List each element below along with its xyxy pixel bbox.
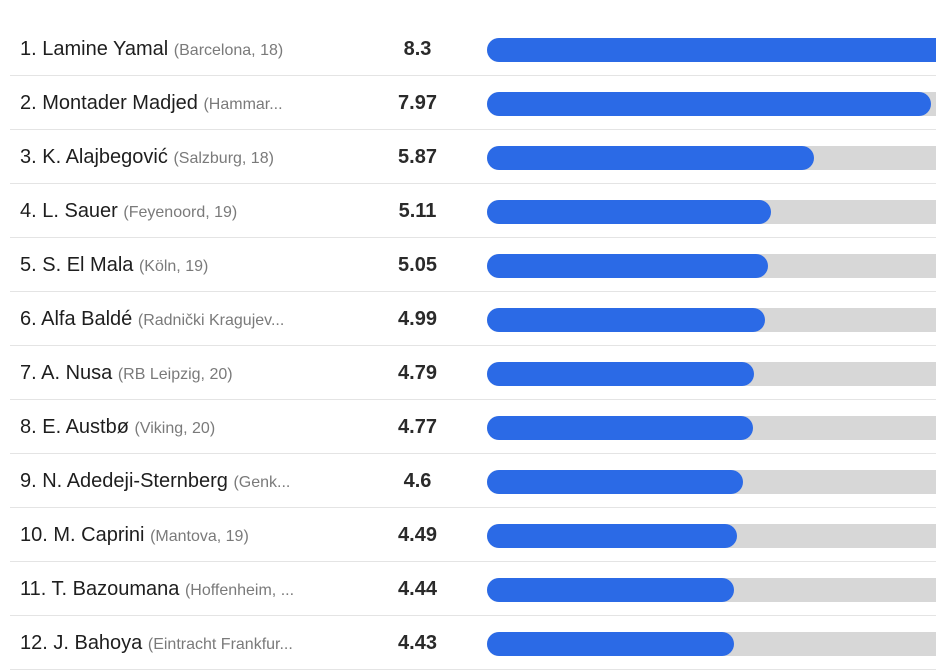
player-club-age: (Barcelona, 18) bbox=[173, 42, 284, 59]
player-club-age: (Köln, 19) bbox=[138, 258, 209, 275]
value-bar-track bbox=[487, 308, 936, 332]
player-value: 5.05 bbox=[398, 254, 437, 276]
player-value: 4.79 bbox=[398, 362, 437, 384]
player-name-cell: 5. S. El Mala (Köln, 19) bbox=[20, 238, 355, 292]
value-bar bbox=[487, 38, 936, 62]
player-club-age: (RB Leipzig, 20) bbox=[117, 366, 233, 383]
player-name: 2. Montader Madjed bbox=[20, 92, 198, 114]
value-bar-track bbox=[487, 254, 936, 278]
ranking-row[interactable]: 12. J. Bahoya (Eintracht Frankfur... 4.4… bbox=[10, 616, 936, 670]
player-name-cell: 2. Montader Madjed (Hammar... bbox=[20, 76, 355, 130]
value-bar bbox=[487, 470, 743, 494]
player-value: 7.97 bbox=[398, 92, 437, 114]
player-name-cell: 9. N. Adedeji-Sternberg (Genk... bbox=[20, 454, 355, 508]
player-value: 4.6 bbox=[403, 470, 432, 492]
value-bar bbox=[487, 92, 931, 116]
value-bar-track bbox=[487, 146, 936, 170]
player-club-age: (Mantova, 19) bbox=[150, 528, 249, 545]
value-bar bbox=[487, 146, 814, 170]
value-bar bbox=[487, 200, 771, 224]
player-value: 4.44 bbox=[398, 578, 437, 600]
player-value: 5.11 bbox=[398, 200, 437, 222]
player-club-age: (Feyenoord, 19) bbox=[123, 204, 238, 221]
player-name-cell: 12. J. Bahoya (Eintracht Frankfur... bbox=[20, 616, 355, 670]
value-bar-track bbox=[487, 578, 936, 602]
ranking-row[interactable]: 1. Lamine Yamal (Barcelona, 18) 8.3 bbox=[10, 22, 936, 76]
value-bar bbox=[487, 632, 734, 656]
player-club-age: (Radnički Kragujev... bbox=[137, 312, 285, 329]
player-name-cell: 6. Alfa Baldé (Radnički Kragujev... bbox=[20, 292, 355, 346]
player-name: 4. L. Sauer bbox=[20, 200, 118, 222]
ranking-row[interactable]: 4. L. Sauer (Feyenoord, 19) 5.11 bbox=[10, 184, 936, 238]
player-value: 4.99 bbox=[398, 308, 437, 330]
player-name: 9. N. Adedeji-Sternberg bbox=[20, 470, 228, 492]
player-name-cell: 7. A. Nusa (RB Leipzig, 20) bbox=[20, 346, 355, 400]
player-name-cell: 1. Lamine Yamal (Barcelona, 18) bbox=[20, 22, 355, 76]
player-name: 6. Alfa Baldé bbox=[20, 308, 133, 330]
value-bar-track bbox=[487, 200, 936, 224]
player-name: 5. S. El Mala bbox=[20, 254, 134, 276]
player-name: 10. M. Caprini bbox=[20, 524, 145, 546]
value-bar bbox=[487, 254, 768, 278]
ranking-row[interactable]: 2. Montader Madjed (Hammar... 7.97 bbox=[10, 76, 936, 130]
value-bar-track bbox=[487, 470, 936, 494]
player-club-age: (Salzburg, 18) bbox=[173, 150, 274, 167]
ranking-row[interactable]: 6. Alfa Baldé (Radnički Kragujev... 4.99 bbox=[10, 292, 936, 346]
player-value: 4.43 bbox=[398, 632, 437, 654]
player-value: 8.3 bbox=[403, 38, 432, 60]
player-name-cell: 8. E. Austbø (Viking, 20) bbox=[20, 400, 355, 454]
player-name: 8. E. Austbø bbox=[20, 416, 129, 438]
player-value: 5.87 bbox=[398, 146, 437, 168]
player-name: 7. A. Nusa bbox=[20, 362, 113, 384]
value-bar bbox=[487, 416, 753, 440]
ranking-row[interactable]: 10. M. Caprini (Mantova, 19) 4.49 bbox=[10, 508, 936, 562]
player-name-cell: 4. L. Sauer (Feyenoord, 19) bbox=[20, 184, 355, 238]
player-name-cell: 11. T. Bazoumana (Hoffenheim, ... bbox=[20, 562, 355, 616]
player-value: 4.49 bbox=[398, 524, 437, 546]
player-name: 11. T. Bazoumana bbox=[20, 578, 180, 600]
ranking-row[interactable]: 9. N. Adedeji-Sternberg (Genk... 4.6 bbox=[10, 454, 936, 508]
value-bar-track bbox=[487, 524, 936, 548]
ranking-row[interactable]: 3. K. Alajbegović (Salzburg, 18) 5.87 bbox=[10, 130, 936, 184]
player-club-age: (Hoffenheim, ... bbox=[184, 582, 295, 599]
value-bar-track bbox=[487, 632, 936, 656]
player-club-age: (Genk... bbox=[233, 474, 291, 491]
value-bar-track bbox=[487, 362, 936, 386]
player-club-age: (Hammar... bbox=[203, 96, 283, 113]
ranking-list: 1. Lamine Yamal (Barcelona, 18) 8.3 2. M… bbox=[10, 22, 936, 670]
player-name: 12. J. Bahoya bbox=[20, 632, 143, 654]
value-bar bbox=[487, 578, 734, 602]
player-name: 1. Lamine Yamal bbox=[20, 38, 169, 60]
value-bar bbox=[487, 308, 765, 332]
player-club-age: (Viking, 20) bbox=[134, 420, 216, 437]
player-name-cell: 3. K. Alajbegović (Salzburg, 18) bbox=[20, 130, 355, 184]
ranking-row[interactable]: 11. T. Bazoumana (Hoffenheim, ... 4.44 bbox=[10, 562, 936, 616]
value-bar-track bbox=[487, 92, 936, 116]
value-bar-track bbox=[487, 416, 936, 440]
player-name-cell: 10. M. Caprini (Mantova, 19) bbox=[20, 508, 355, 562]
ranking-row[interactable]: 7. A. Nusa (RB Leipzig, 20) 4.79 bbox=[10, 346, 936, 400]
player-value: 4.77 bbox=[398, 416, 437, 438]
ranking-row[interactable]: 5. S. El Mala (Köln, 19) 5.05 bbox=[10, 238, 936, 292]
value-bar bbox=[487, 362, 754, 386]
player-name: 3. K. Alajbegović bbox=[20, 146, 168, 168]
ranking-row[interactable]: 8. E. Austbø (Viking, 20) 4.77 bbox=[10, 400, 936, 454]
value-bar bbox=[487, 524, 737, 548]
value-bar-track bbox=[487, 38, 936, 62]
